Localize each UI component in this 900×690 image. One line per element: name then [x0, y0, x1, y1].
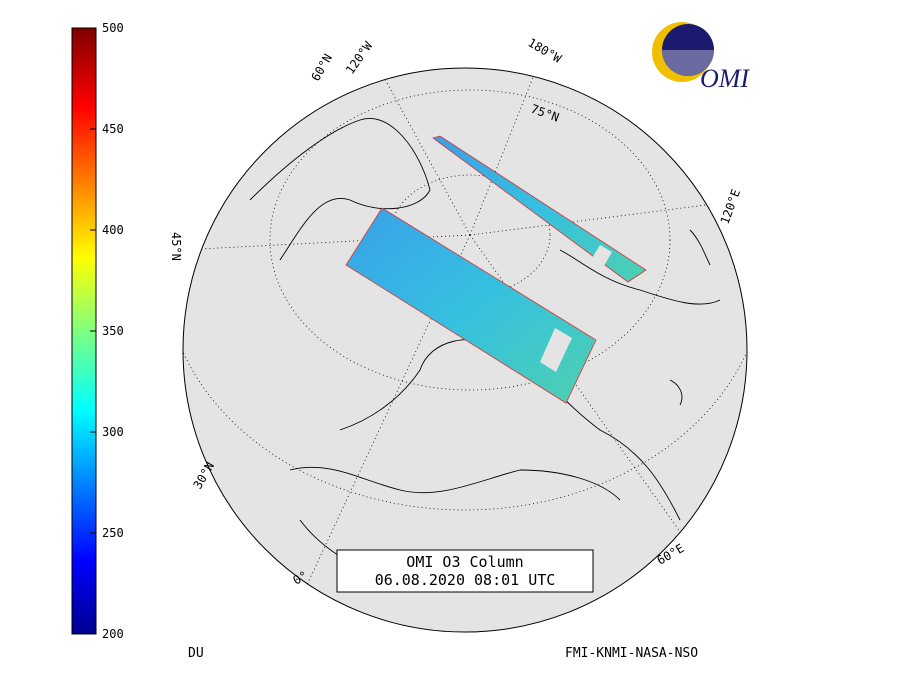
- logo: OMI: [652, 22, 750, 93]
- colorbar-tick-label: 400: [102, 223, 124, 237]
- colorbar-tick-label: 300: [102, 425, 124, 439]
- credit: FMI-KNMI-NASA-NSO: [565, 646, 698, 661]
- title: OMI O3 Column: [406, 553, 523, 571]
- swath: [345, 207, 597, 404]
- unit-label: DU: [188, 646, 204, 661]
- graticule-label: 0°: [291, 568, 311, 587]
- globe: [182, 67, 748, 633]
- colorbar-tick-label: 200: [102, 627, 124, 641]
- colorbar-tick-label: 350: [102, 324, 124, 338]
- graticule-label: 60°N: [308, 51, 335, 83]
- logo-text: OMI: [700, 64, 750, 93]
- graticule-label: 120°E: [718, 187, 744, 226]
- colorbar-ticks: 200 250 300 350 400 450 500: [90, 21, 124, 641]
- colorbar-tick-label: 500: [102, 21, 124, 35]
- swath: [432, 135, 647, 283]
- colorbar-tick-label: 250: [102, 526, 124, 540]
- swath-gap: [592, 245, 612, 266]
- graticule-label: 45°N: [169, 232, 183, 261]
- title-box: [336, 549, 594, 593]
- graticule-label: 120°W: [343, 38, 376, 76]
- graticule-label: 180°W: [526, 35, 565, 66]
- colorbar-tick-label: 450: [102, 122, 124, 136]
- swath-gap: [540, 328, 572, 372]
- subtitle: 06.08.2020 08:01 UTC: [375, 571, 556, 589]
